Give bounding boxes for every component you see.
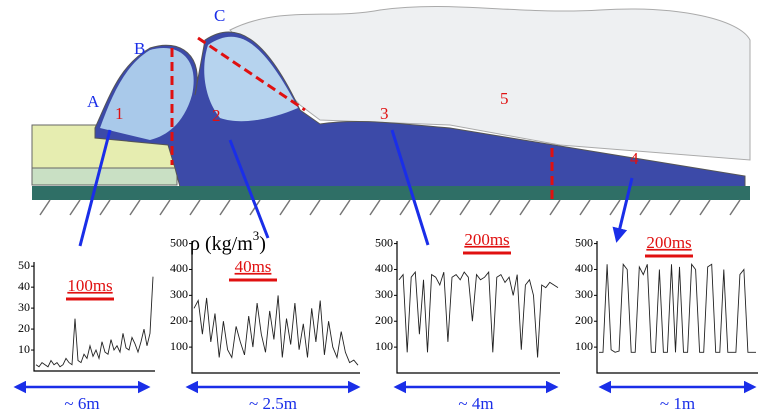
- y-tick-label: 400: [375, 261, 393, 275]
- y-tick-label: 50: [18, 258, 30, 272]
- density-text: ρ (kg/m: [190, 233, 253, 255]
- density-label: ρ (kg/m3): [190, 228, 266, 255]
- y-tick-label: 100: [575, 339, 593, 353]
- y-tick-label: 200: [575, 313, 593, 327]
- figure: A B C 1 2 3 4 5 ρ (kg/m3) 10 20 30 40 50 100m…: [0, 0, 761, 417]
- y-tick-label: 300: [375, 287, 393, 301]
- y-tick-label: 100: [375, 339, 393, 353]
- label: 2: [212, 106, 221, 125]
- time-scale-label: 100ms: [67, 276, 112, 295]
- length-label: ~ 2.5m: [249, 394, 297, 413]
- time-scale-label: 200ms: [464, 230, 509, 249]
- time-scale-label: 40ms: [235, 257, 272, 276]
- y-tick-label: 20: [18, 321, 30, 335]
- length-label: ~ 1m: [660, 394, 695, 413]
- hatching: [40, 200, 740, 215]
- label: C: [214, 6, 225, 25]
- signal-trace: [194, 295, 358, 365]
- ground: [32, 186, 750, 200]
- y-tick-label: 300: [575, 287, 593, 301]
- y-tick-label: 400: [170, 261, 188, 275]
- label: 4: [630, 149, 639, 168]
- y-tick-label: 500: [170, 235, 188, 249]
- y-tick-label: 100: [170, 339, 188, 353]
- length-label: ~ 4m: [458, 394, 493, 413]
- label: B: [134, 39, 145, 58]
- y-tick-label: 200: [170, 313, 188, 327]
- y-tick-label: 400: [575, 261, 593, 275]
- signal-trace: [399, 272, 558, 357]
- density-close: ): [259, 233, 266, 255]
- label: A: [87, 92, 100, 111]
- layer-green: [32, 168, 177, 185]
- y-tick-label: 300: [170, 287, 188, 301]
- signal-trace: [599, 264, 756, 352]
- label: 3: [380, 104, 389, 123]
- page: A B C 1 2 3 4 5 ρ (kg/m3) 10 20 30 40 50 100m…: [0, 0, 761, 417]
- sketch: A B C 1 2 3 4 5 ρ (kg/m3): [32, 6, 750, 255]
- y-tick-label: 500: [375, 235, 393, 249]
- length-label: ~ 6m: [64, 394, 99, 413]
- y-tick-label: 30: [18, 300, 30, 314]
- time-scale-label: 200ms: [646, 233, 691, 252]
- y-tick-label: 200: [375, 313, 393, 327]
- label: 1: [115, 104, 124, 123]
- label: 5: [500, 89, 509, 108]
- y-tick-label: 10: [18, 342, 30, 356]
- y-tick-label: 500: [575, 235, 593, 249]
- y-tick-label: 40: [18, 279, 30, 293]
